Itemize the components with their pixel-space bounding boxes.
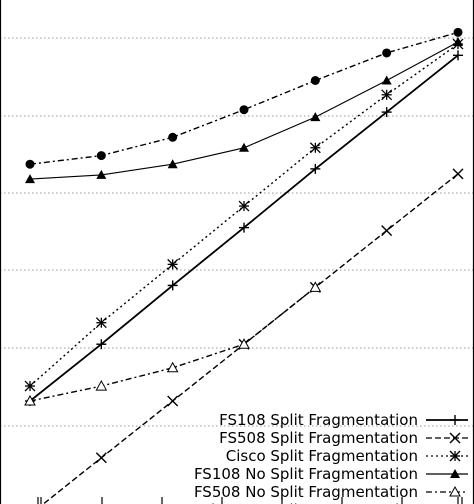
data-point-cisco-no-split-fragmentation-2	[168, 132, 178, 142]
data-point-fs508-no-split-fragmentation-1	[95, 380, 108, 391]
series-line-fs508-no-split-fragmentation	[29, 286, 316, 402]
legend-entry-fs108-split-fragmentation: FS108 Split Fragmentation	[219, 411, 468, 429]
series-cisco-no-split-fragmentation	[25, 27, 463, 169]
legend-label: FS108 No Split Fragmentation	[194, 465, 418, 483]
data-point-cisco-no-split-fragmentation-3	[239, 105, 249, 115]
data-point-fs108-no-split-fragmentation-5	[381, 75, 392, 85]
legend-swatch-marker	[449, 450, 461, 462]
legend-swatch-marker	[449, 432, 461, 444]
data-point-fs108-no-split-fragmentation-6	[453, 37, 463, 46]
data-point-fs508-split-fragmentation-1	[95, 452, 107, 464]
data-point-fs508-split-fragmentation-5	[381, 225, 393, 237]
data-point-fs508-no-split-fragmentation-2	[166, 361, 179, 373]
data-point-cisco-no-split-fragmentation-1	[96, 151, 106, 161]
series-fs108-split-fragmentation	[25, 50, 463, 406]
data-point-fs508-no-split-fragmentation-3	[238, 338, 250, 349]
data-point-fs108-no-split-fragmentation-4	[310, 112, 321, 122]
series-fs508-no-split-fragmentation	[24, 281, 322, 406]
series-fs108-no-split-fragmentation	[25, 37, 463, 184]
data-point-cisco-split-fragmentation-0	[24, 380, 36, 392]
legend-label: FS508 No Split Fragmentation	[194, 483, 418, 501]
data-point-fs508-split-fragmentation-2	[167, 395, 179, 407]
data-point-cisco-no-split-fragmentation-4	[310, 76, 320, 86]
legend-entry-fs508-no-split-fragmentation: FS508 No Split Fragmentation	[194, 483, 468, 501]
data-point-cisco-split-fragmentation-5	[381, 89, 393, 101]
data-point-fs108-split-fragmentation-4	[310, 163, 321, 174]
data-point-cisco-no-split-fragmentation-5	[382, 48, 392, 58]
data-point-fs108-no-split-fragmentation-2	[167, 159, 178, 169]
data-point-fs508-no-split-fragmentation-0	[24, 394, 36, 406]
legend-label: Cisco No Split Fragmentation	[201, 501, 418, 504]
data-point-fs108-no-split-fragmentation-0	[25, 174, 35, 184]
legend-entry-fs508-split-fragmentation: FS508 Split Fragmentation	[219, 429, 468, 447]
gridlines	[0, 37, 474, 427]
legend-swatch-marker	[450, 469, 460, 478]
data-point-cisco-split-fragmentation-1	[95, 317, 107, 329]
legend-label: FS108 Split Fragmentation	[219, 411, 418, 429]
data-point-fs108-no-split-fragmentation-1	[96, 169, 107, 179]
data-point-cisco-no-split-fragmentation-6	[453, 27, 463, 37]
legend-swatch-marker	[449, 485, 461, 497]
legend-entry-fs108-no-split-fragmentation: FS108 No Split Fragmentation	[194, 465, 468, 483]
legend-label: Cisco Split Fragmentation	[226, 447, 418, 465]
data-point-fs108-split-fragmentation-5	[381, 107, 392, 118]
data-point-fs108-split-fragmentation-6	[453, 50, 463, 61]
legend-swatch-marker	[450, 415, 460, 425]
data-point-fs508-split-fragmentation-6	[452, 168, 464, 180]
data-point-cisco-split-fragmentation-2	[167, 258, 179, 270]
series-group	[24, 27, 464, 504]
legend-entry-cisco-no-split-fragmentation: Cisco No Split Fragmentation	[201, 501, 418, 504]
data-point-fs108-split-fragmentation-2	[167, 280, 178, 291]
legend-entry-cisco-split-fragmentation: Cisco Split Fragmentation	[226, 447, 468, 465]
data-point-cisco-split-fragmentation-4	[309, 142, 321, 154]
data-point-cisco-split-fragmentation-3	[238, 200, 250, 212]
data-point-fs108-split-fragmentation-3	[239, 222, 249, 233]
data-point-fs108-split-fragmentation-1	[96, 339, 107, 350]
data-point-fs508-no-split-fragmentation-4	[309, 281, 322, 292]
data-point-cisco-no-split-fragmentation-0	[25, 159, 35, 169]
data-point-fs108-no-split-fragmentation-3	[239, 142, 249, 152]
legend-label: FS508 Split Fragmentation	[219, 429, 418, 447]
